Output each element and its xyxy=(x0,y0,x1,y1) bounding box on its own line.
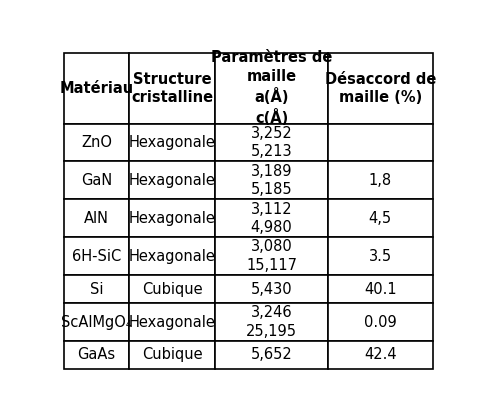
Bar xyxy=(129,303,215,341)
Text: Hexagonale: Hexagonale xyxy=(128,211,215,226)
Text: GaN: GaN xyxy=(81,173,112,188)
Bar xyxy=(215,237,327,275)
Bar xyxy=(215,303,327,341)
Bar xyxy=(64,54,129,124)
Bar xyxy=(129,275,215,303)
Text: 1,8: 1,8 xyxy=(368,173,391,188)
Text: 3,252
5,213: 3,252 5,213 xyxy=(250,126,292,159)
Text: Hexagonale: Hexagonale xyxy=(128,173,215,188)
Bar xyxy=(129,161,215,199)
Bar xyxy=(64,275,129,303)
Text: Si: Si xyxy=(90,282,103,297)
Text: Cubique: Cubique xyxy=(141,347,202,362)
Bar xyxy=(215,161,327,199)
Bar xyxy=(129,199,215,237)
Bar xyxy=(129,341,215,369)
Bar xyxy=(64,341,129,369)
Bar xyxy=(129,237,215,275)
Bar xyxy=(215,54,327,124)
Bar xyxy=(64,237,129,275)
Text: Hexagonale: Hexagonale xyxy=(128,249,215,264)
Bar xyxy=(327,161,432,199)
Text: AlN: AlN xyxy=(84,211,109,226)
Bar xyxy=(327,303,432,341)
Text: 4,5: 4,5 xyxy=(368,211,391,226)
Text: Hexagonale: Hexagonale xyxy=(128,314,215,329)
Text: 5,652: 5,652 xyxy=(250,347,292,362)
Text: 42.4: 42.4 xyxy=(363,347,396,362)
Text: 3,112
4,980: 3,112 4,980 xyxy=(250,201,292,235)
Text: GaAs: GaAs xyxy=(77,347,116,362)
Text: 5,430: 5,430 xyxy=(250,282,292,297)
Bar xyxy=(215,124,327,161)
Text: 6H-SiC: 6H-SiC xyxy=(72,249,121,264)
Text: 3,246
25,195: 3,246 25,195 xyxy=(245,305,297,339)
Bar xyxy=(327,124,432,161)
Bar xyxy=(327,199,432,237)
Bar xyxy=(64,124,129,161)
Bar xyxy=(64,161,129,199)
Bar xyxy=(129,124,215,161)
Bar xyxy=(129,54,215,124)
Text: 0.09: 0.09 xyxy=(363,314,396,329)
Bar xyxy=(215,275,327,303)
Text: 3,189
5,185: 3,189 5,185 xyxy=(250,163,292,197)
Text: Structure
cristalline: Structure cristalline xyxy=(131,71,213,105)
Bar xyxy=(64,199,129,237)
Bar xyxy=(327,341,432,369)
Text: 40.1: 40.1 xyxy=(363,282,396,297)
Bar xyxy=(327,237,432,275)
Text: Désaccord de
maille (%): Désaccord de maille (%) xyxy=(324,71,435,105)
Bar xyxy=(64,303,129,341)
Text: 3,080
15,117: 3,080 15,117 xyxy=(245,240,297,273)
Bar xyxy=(215,199,327,237)
Text: ScAlMgO₄: ScAlMgO₄ xyxy=(61,314,132,329)
Text: 3.5: 3.5 xyxy=(368,249,391,264)
Bar xyxy=(327,275,432,303)
Text: Hexagonale: Hexagonale xyxy=(128,135,215,150)
Text: Cubique: Cubique xyxy=(141,282,202,297)
Text: Paramètres de
maille
a(Å)
c(Å): Paramètres de maille a(Å) c(Å) xyxy=(211,51,332,127)
Text: ZnO: ZnO xyxy=(81,135,112,150)
Bar xyxy=(215,341,327,369)
Text: Matériau: Matériau xyxy=(60,81,134,96)
Bar xyxy=(327,54,432,124)
